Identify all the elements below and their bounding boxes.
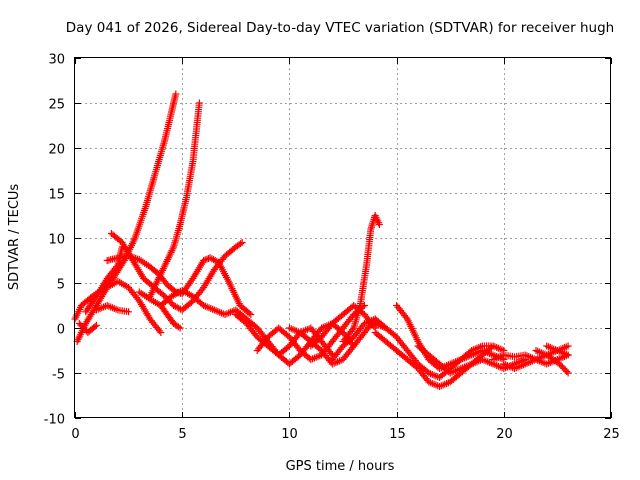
series-arc-3: [107, 230, 246, 314]
data-point: [375, 221, 383, 228]
x-tick-label: 0: [71, 427, 79, 442]
series-arc-25: [543, 342, 572, 359]
data-point: [176, 324, 184, 332]
series-arc-5: [73, 277, 165, 345]
data-point: [318, 324, 326, 332]
y-tick-label: -10: [44, 413, 65, 428]
data-point: [119, 258, 127, 266]
x-tick-label: 25: [603, 427, 620, 442]
data-point: [225, 309, 233, 317]
series-arc-7: [82, 243, 126, 316]
data-point: [425, 369, 433, 377]
data-point: [505, 362, 513, 370]
data-point: [118, 243, 126, 251]
data-point: [425, 378, 433, 386]
data-point: [532, 356, 540, 363]
series-arc-6: [75, 320, 100, 336]
data-point: [210, 306, 218, 314]
data-point: [157, 329, 165, 336]
data-point: [564, 351, 572, 359]
y-tick-label: 20: [48, 143, 65, 158]
data-point: [237, 240, 245, 248]
series-arc-24: [532, 347, 572, 377]
data-point: [402, 313, 410, 321]
data-point: [103, 302, 111, 309]
x-tick-labels: 0 5 10 15 20 25: [71, 427, 619, 442]
data-point: [245, 309, 253, 317]
x-axis-title: GPS time / hours: [286, 459, 395, 474]
grid-lines: [75, 58, 611, 418]
y-tick-label: 0: [57, 323, 65, 338]
data-point: [247, 311, 255, 318]
data-point: [113, 263, 120, 271]
y-tick-label: 15: [48, 188, 65, 203]
data-point: [291, 326, 299, 334]
x-tick-label: 10: [281, 427, 298, 442]
data-point: [546, 344, 554, 351]
axis-ticks: [75, 58, 612, 419]
data-point: [348, 326, 356, 334]
data-point: [201, 256, 209, 264]
y-axis-title: SDTVAR / TECUs: [7, 184, 22, 291]
data-point: [520, 361, 527, 369]
y-tick-label: 25: [48, 98, 65, 113]
data-point: [532, 347, 540, 354]
data-markers: [71, 90, 572, 390]
data-point: [488, 343, 495, 351]
series-arc-13: [253, 302, 368, 363]
x-tick-label: 20: [496, 427, 513, 442]
data-point: [371, 320, 379, 327]
series-arc-1: [71, 90, 180, 323]
data-point: [92, 321, 100, 329]
data-point: [327, 349, 335, 357]
data-point: [125, 308, 133, 316]
x-tick-label: 5: [178, 427, 186, 442]
plot-frame: [74, 57, 611, 418]
data-point: [238, 239, 246, 246]
data-point: [195, 99, 203, 107]
data-point: [493, 362, 501, 369]
data-point: [564, 342, 572, 350]
x-tick-label: 15: [389, 427, 406, 442]
y-tick-label: 10: [48, 233, 65, 248]
chart-title: Day 041 of 2026, Sidereal Day-to-day VTE…: [66, 20, 614, 36]
data-point: [564, 369, 572, 377]
data-point: [155, 327, 163, 335]
data-point: [452, 367, 460, 375]
data-point: [559, 349, 567, 357]
data-point: [200, 257, 208, 264]
series-arc-2: [146, 99, 203, 300]
y-tick-label: -5: [52, 368, 65, 383]
data-point: [439, 381, 447, 389]
data-point: [563, 368, 571, 375]
series-arc-17: [328, 315, 379, 363]
data-point: [452, 358, 460, 366]
series-arc-21: [414, 342, 497, 377]
data-point: [493, 354, 501, 362]
data-point: [172, 90, 180, 98]
data-point: [91, 323, 99, 330]
y-tick-label: 30: [48, 53, 65, 68]
y-tick-labels: -10 -5 0 5 10 15 20 25 30: [44, 53, 65, 428]
series-arc-10: [157, 302, 184, 332]
series-arc-16: [339, 212, 383, 345]
data-point: [332, 359, 340, 366]
series-arc-4: [103, 252, 255, 318]
series-arc-9: [135, 286, 250, 323]
series-arc-8: [92, 302, 133, 316]
data-point: [174, 323, 182, 331]
data-point: [305, 325, 313, 333]
y-tick-label: 5: [57, 278, 65, 293]
data-point: [489, 342, 497, 350]
